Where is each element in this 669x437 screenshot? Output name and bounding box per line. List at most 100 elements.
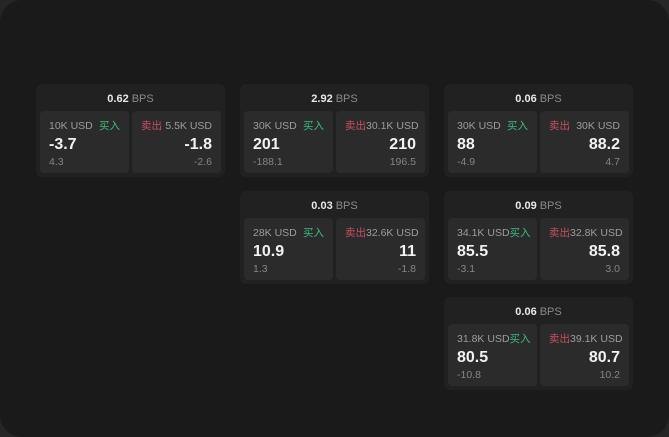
buy-quote-panel[interactable]: 10K USD 买入 -3.7 4.3 [40, 111, 129, 173]
buy-quote-panel[interactable]: 28K USD 买入 10.9 1.3 [244, 218, 333, 280]
sell-side-label: 卖出 [549, 227, 570, 239]
buy-delta-value: -4.9 [457, 155, 476, 168]
quote-panels: 10K USD 买入 -3.7 4.3 卖出 5.5K USD -1.8 -2.… [40, 111, 221, 173]
sell-price-value: 85.8 [588, 242, 620, 260]
bps-unit: BPS [539, 93, 562, 105]
bps-header: 0.03 BPS [244, 195, 425, 218]
buy-delta-value: -188.1 [253, 155, 283, 168]
bps-unit: BPS [335, 200, 358, 212]
bps-unit: BPS [539, 306, 562, 318]
sell-amount-label: 32.8K USD [570, 227, 623, 239]
sell-quote-panel[interactable]: 卖出 30.1K USD 210 196.5 [336, 111, 425, 173]
sell-quote-panel[interactable]: 卖出 30K USD 88.2 4.7 [540, 111, 629, 173]
bps-value: 0.06 [515, 93, 537, 105]
bps-header: 0.62 BPS [40, 88, 221, 111]
bps-header: 0.09 BPS [448, 195, 629, 218]
sell-side-label: 卖出 [141, 120, 162, 132]
buy-quote-panel[interactable]: 30K USD 买入 88 -4.9 [448, 111, 537, 173]
buy-delta-value: -10.8 [457, 368, 481, 381]
sell-delta-value: 3.0 [605, 262, 620, 275]
sell-delta-value: -2.6 [193, 155, 212, 168]
sell-price-value: 210 [389, 135, 416, 153]
bps-value: 0.06 [515, 306, 537, 318]
buy-label-row: 34.1K USD 买入 [457, 225, 531, 240]
sell-label-row: 卖出 5.5K USD [141, 118, 212, 133]
sell-amount-label: 39.1K USD [570, 333, 623, 345]
buy-amount-label: 31.8K USD [457, 333, 510, 345]
buy-price-value: -3.7 [49, 135, 77, 153]
bps-value: 0.62 [107, 93, 129, 105]
sell-label-row: 卖出 32.8K USD [549, 225, 623, 240]
buy-amount-label: 30K USD [457, 120, 501, 132]
buy-side-label: 买入 [99, 120, 120, 132]
quote-panels: 28K USD 买入 10.9 1.3 卖出 32.6K USD 11 -1.8 [244, 218, 425, 280]
bps-value: 0.09 [515, 200, 537, 212]
buy-quote-panel[interactable]: 34.1K USD 买入 85.5 -3.1 [448, 218, 537, 280]
sell-delta-value: 196.5 [389, 155, 416, 168]
buy-amount-label: 30K USD [253, 120, 297, 132]
buy-label-row: 10K USD 买入 [49, 118, 120, 133]
buy-price-value: 10.9 [253, 242, 285, 260]
bps-value: 2.92 [311, 93, 333, 105]
sell-amount-label: 30.1K USD [366, 120, 419, 132]
buy-label-row: 28K USD 买入 [253, 225, 324, 240]
sell-delta-value: 4.7 [605, 155, 620, 168]
sell-label-row: 卖出 39.1K USD [549, 331, 623, 346]
buy-price-value: 80.5 [457, 348, 489, 366]
buy-price-value: 85.5 [457, 242, 489, 260]
sell-amount-label: 32.6K USD [366, 227, 419, 239]
buy-quote-panel[interactable]: 31.8K USD 买入 80.5 -10.8 [448, 324, 537, 386]
sell-price-value: 80.7 [588, 348, 620, 366]
sell-delta-value: -1.8 [397, 262, 416, 275]
buy-side-label: 买入 [509, 333, 531, 345]
buy-price-value: 88 [457, 135, 475, 153]
bps-header: 0.06 BPS [448, 301, 629, 324]
sell-side-label: 卖出 [549, 120, 570, 132]
sell-side-label: 卖出 [549, 333, 570, 345]
sell-quote-panel[interactable]: 卖出 32.6K USD 11 -1.8 [336, 218, 425, 280]
quote-card: 0.06 BPS 31.8K USD 买入 80.5 -10.8 卖出 39.1K… [444, 297, 633, 390]
quote-card: 0.06 BPS 30K USD 买入 88 -4.9 卖出 30K USD 88… [444, 84, 633, 177]
quote-card: 2.92 BPS 30K USD 买入 201 -188.1 卖出 30.1K U… [240, 84, 429, 177]
sell-price-value: 88.2 [588, 135, 620, 153]
quote-card: 0.62 BPS 10K USD 买入 -3.7 4.3 卖出 5.5K USD … [36, 84, 225, 177]
buy-side-label: 买入 [507, 120, 528, 132]
buy-side-label: 买入 [303, 227, 324, 239]
sell-amount-label: 30K USD [576, 120, 620, 132]
sell-label-row: 卖出 30K USD [549, 118, 620, 133]
quote-panels: 34.1K USD 买入 85.5 -3.1 卖出 32.8K USD 85.8… [448, 218, 629, 280]
quote-panels: 31.8K USD 买入 80.5 -10.8 卖出 39.1K USD 80.… [448, 324, 629, 386]
buy-side-label: 买入 [303, 120, 324, 132]
buy-quote-panel[interactable]: 30K USD 买入 201 -188.1 [244, 111, 333, 173]
buy-label-row: 30K USD 买入 [253, 118, 324, 133]
sell-delta-value: 10.2 [599, 368, 620, 381]
sell-label-row: 卖出 32.6K USD [345, 225, 419, 240]
sell-quote-panel[interactable]: 卖出 32.8K USD 85.8 3.0 [540, 218, 629, 280]
buy-delta-value: 4.3 [49, 155, 64, 168]
buy-side-label: 买入 [509, 227, 531, 239]
buy-delta-value: -3.1 [457, 262, 476, 275]
buy-amount-label: 28K USD [253, 227, 297, 239]
bps-header: 2.92 BPS [244, 88, 425, 111]
bps-value: 0.03 [311, 200, 333, 212]
buy-label-row: 31.8K USD 买入 [457, 331, 531, 346]
buy-amount-label: 34.1K USD [457, 227, 510, 239]
quote-panels: 30K USD 买入 201 -188.1 卖出 30.1K USD 210 1… [244, 111, 425, 173]
sell-price-value: -1.8 [184, 135, 212, 153]
sell-side-label: 卖出 [345, 227, 366, 239]
sell-label-row: 卖出 30.1K USD [345, 118, 419, 133]
sell-side-label: 卖出 [345, 120, 366, 132]
quote-panels: 30K USD 买入 88 -4.9 卖出 30K USD 88.2 4.7 [448, 111, 629, 173]
sell-amount-label: 5.5K USD [165, 120, 212, 132]
bps-unit: BPS [539, 200, 562, 212]
buy-amount-label: 10K USD [49, 120, 93, 132]
buy-label-row: 30K USD 买入 [457, 118, 528, 133]
quote-card: 0.03 BPS 28K USD 买入 10.9 1.3 卖出 32.6K USD… [240, 191, 429, 284]
buy-price-value: 201 [253, 135, 280, 153]
buy-delta-value: 1.3 [253, 262, 268, 275]
sell-quote-panel[interactable]: 卖出 39.1K USD 80.7 10.2 [540, 324, 629, 386]
quote-card: 0.09 BPS 34.1K USD 买入 85.5 -3.1 卖出 32.8K … [444, 191, 633, 284]
sell-quote-panel[interactable]: 卖出 5.5K USD -1.8 -2.6 [132, 111, 221, 173]
bps-unit: BPS [335, 93, 358, 105]
